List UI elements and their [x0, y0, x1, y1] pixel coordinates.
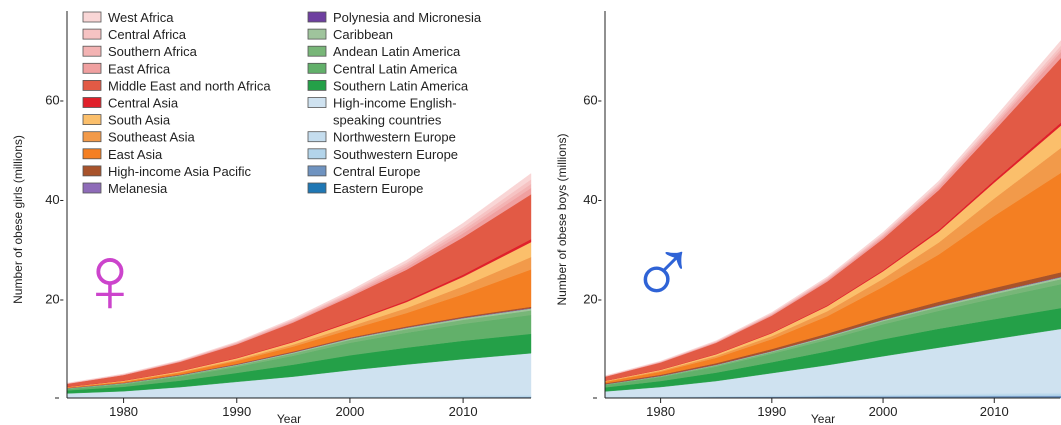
legend-label: High-income Asia Pacific: [108, 164, 252, 179]
area-west-africa: [604, 40, 1061, 377]
legend-label: Southern Africa: [108, 44, 198, 59]
y-axis-title: Number of obese girls (millions): [11, 135, 25, 304]
legend-swatch: [82, 182, 102, 194]
legend-swatch: [307, 28, 327, 40]
legend-label: Eastern Europe: [333, 181, 423, 196]
x-tick-label: 1980: [646, 404, 675, 419]
legend-item-central-africa: Central Africa: [82, 27, 187, 42]
legend-item-northwestern-europe: Northwestern Europe: [307, 130, 456, 145]
legend-label: Melanesia: [108, 181, 168, 196]
legend-swatch: [82, 28, 102, 40]
legend-label: High-income English-: [333, 96, 457, 111]
legend-item-polynesia-and-micronesia: Polynesia and Micronesia: [307, 10, 482, 25]
legend-item-south-asia: South Asia: [82, 113, 171, 128]
legend-swatch: [82, 165, 102, 177]
legend-label: Central Asia: [108, 96, 179, 111]
legend-item-caribbean: Caribbean: [307, 27, 393, 42]
legend-swatch: [307, 45, 327, 57]
legend-label: South Asia: [108, 113, 171, 128]
x-axis-title: Year: [811, 412, 835, 425]
y-tick-label: 20-: [583, 292, 602, 307]
legend-label: Polynesia and Micronesia: [333, 10, 482, 25]
legend-item-west-africa: West Africa: [82, 10, 174, 25]
x-tick-label: 2000: [869, 404, 898, 419]
legend-item-eastern-europe: Eastern Europe: [307, 181, 423, 196]
legend-label: Andean Latin America: [333, 44, 461, 59]
y-tick-label: 20-: [45, 292, 64, 307]
y-tick-label: 40-: [45, 192, 64, 207]
x-tick-label: 1990: [222, 404, 251, 419]
x-axis-title: Year: [277, 412, 301, 425]
chart-panel-boys: 1980 1990 2000 2010 20- 40- 60- Year Number of o…: [555, 11, 1061, 425]
y-tick-label: 60-: [45, 93, 64, 108]
legend-item-central-asia: Central Asia: [82, 96, 179, 111]
y-tick-label: 60-: [583, 93, 602, 108]
legend-item-melanesia: Melanesia: [82, 181, 168, 196]
legend-swatch: [82, 131, 102, 143]
legend-swatch: [82, 45, 102, 57]
legend-label: Middle East and north Africa: [108, 78, 271, 93]
legend-swatch: [307, 80, 327, 91]
legend-item-high-income-asia-pacific: High-income Asia Pacific: [82, 164, 252, 179]
legend-item-andean-latin-america: Andean Latin America: [307, 44, 461, 59]
legend-label: Central Latin America: [333, 61, 458, 76]
chart-panel-girls: 1980 1990 2000 2010 20- 40- 60- Year Number of o…: [11, 11, 532, 425]
legend-item-east-asia: East Asia: [82, 147, 163, 162]
legend-item-central-europe: Central Europe: [307, 164, 420, 179]
y-tick-label: 40-: [583, 192, 602, 207]
x-tick-label: 2010: [449, 404, 478, 419]
legend-label: East Africa: [108, 61, 171, 76]
legend-swatch: [82, 97, 102, 108]
legend-label: West Africa: [108, 10, 174, 25]
x-tick-label: 1980: [109, 404, 138, 419]
legend-item-southwestern-europe: Southwestern Europe: [307, 147, 458, 162]
x-tick-label: 2000: [335, 404, 364, 419]
legend-label: Northwestern Europe: [333, 130, 456, 145]
legend-swatch: [82, 62, 102, 74]
legend-label: Caribbean: [333, 27, 393, 42]
legend-label: Central Africa: [108, 27, 187, 42]
legend-item-southern-africa: Southern Africa: [82, 44, 198, 59]
legend-item-middle-east-and-north-africa: Middle East and north Africa: [82, 78, 271, 93]
legend-swatch: [307, 11, 327, 23]
legend-item-high-income-english: High-income English-speaking countries: [307, 96, 457, 128]
legend-label: Southwestern Europe: [333, 147, 458, 162]
legend-label: East Asia: [108, 147, 163, 162]
legend-label: Southern Latin America: [333, 78, 469, 93]
legend-swatch: [307, 62, 327, 74]
area-west-africa: [66, 173, 532, 384]
legend-swatch: [82, 80, 102, 91]
legend-label: Central Europe: [333, 164, 420, 179]
legend-swatch: [307, 182, 327, 194]
legend: West Africa Central Africa Southern Africa…: [82, 10, 482, 196]
legend-label-line2: speaking countries: [333, 113, 442, 128]
legend-item-east-africa: East Africa: [82, 61, 171, 76]
y-axis-title: Number of obese boys (millions): [555, 133, 569, 305]
gender-symbol-icon: ♀: [74, 226, 146, 333]
legend-swatch: [307, 165, 327, 177]
gender-symbol-icon: ♂: [629, 218, 698, 320]
legend-swatch: [82, 148, 102, 160]
x-tick-label: 2010: [980, 404, 1009, 419]
legend-item-southeast-asia: Southeast Asia: [82, 130, 195, 145]
legend-label: Southeast Asia: [108, 130, 195, 145]
x-tick-label: 1990: [757, 404, 786, 419]
legend-swatch: [307, 131, 327, 143]
legend-swatch: [307, 97, 327, 108]
legend-swatch: [82, 11, 102, 23]
legend-item-southern-latin-america: Southern Latin America: [307, 78, 469, 93]
legend-item-central-latin-america: Central Latin America: [307, 61, 458, 76]
legend-swatch: [307, 148, 327, 160]
legend-swatch: [82, 114, 102, 125]
